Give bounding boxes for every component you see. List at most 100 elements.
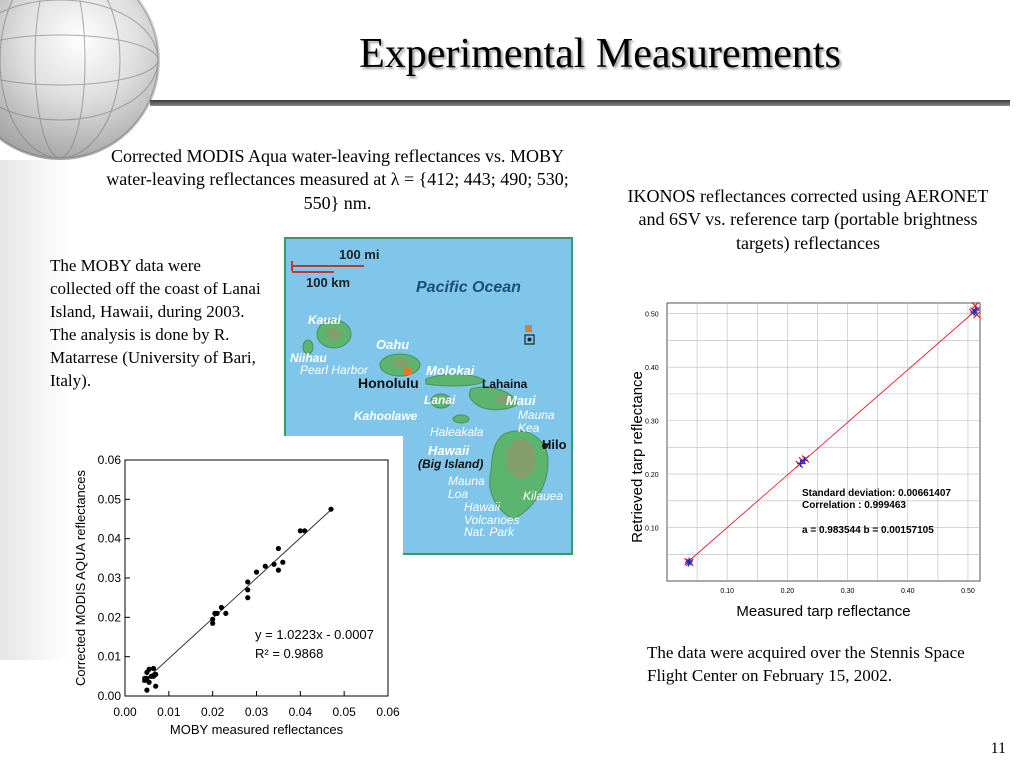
x-tick-label: 0.10 (720, 588, 734, 595)
ikonos-caption: IKONOS reflectances corrected using AERO… (627, 186, 989, 253)
y-tick-label: 0.02 (98, 610, 122, 624)
x-tick-label: 0.05 (332, 705, 356, 719)
map-label-oahu: Oahu (376, 337, 410, 352)
page-number: 11 (990, 740, 1006, 757)
data-point (146, 679, 152, 685)
data-point (245, 579, 251, 585)
data-point (153, 683, 159, 689)
map-label-lahaina: Lahaina (482, 377, 528, 391)
modis-moby-scatter: 0.00 0.01 0.02 0.03 0.04 0.05 0.06 0.00 0.01 0.02… (73, 453, 400, 737)
x-axis-label: MOBY measured reflectances (170, 722, 344, 737)
map-label-honolulu: Honolulu (358, 375, 419, 391)
fit-equation: y = 1.0223x - 0.0007 (255, 627, 374, 642)
data-point-plus (685, 557, 693, 565)
data-point-plus (797, 459, 805, 467)
map-label-kilauea: Kilauea (523, 489, 564, 503)
x-tick-label: 0.03 (245, 705, 269, 719)
hawaii-map-graphic (291, 261, 549, 520)
map-label-mauna-loa: Mauna Loa (448, 474, 485, 501)
y-tick-label: 0.04 (98, 532, 122, 546)
stennis-note: The data were acquired over the Stennis … (647, 643, 965, 685)
map-label-kahoolawe: Kahoolawe (354, 409, 418, 423)
data-point (142, 675, 148, 681)
title-rule (150, 100, 1010, 106)
map-label-mauna-kea: Mauna Kea (518, 408, 555, 435)
y-tick-label: 0.00 (98, 689, 122, 703)
y-tick-label: 0.03 (98, 571, 122, 585)
map-label-kauai: Kauai (308, 313, 341, 327)
modis-caption: Corrected MODIS Aqua water-leaving refle… (106, 146, 569, 213)
y-tick-label: 0.40 (645, 365, 659, 372)
data-point (275, 567, 282, 573)
data-point-x (801, 455, 810, 464)
map-label-ocean: Pacific Ocean (416, 279, 521, 296)
fit-line (142, 509, 332, 684)
data-point (262, 563, 268, 569)
y-tick-label: 0.30 (645, 419, 659, 426)
x-tick-label: 0.40 (901, 588, 915, 595)
stats-stddev: Standard deviation: 0.00661407 (802, 488, 951, 499)
y-tick-label: 0.01 (98, 650, 122, 664)
data-point (275, 545, 282, 552)
left-fade-decoration (0, 160, 70, 660)
map-label-volcanoes: Hawaii Volcanoes Nat. Park (464, 500, 520, 540)
data-point (150, 665, 157, 672)
fit-line (687, 306, 981, 563)
data-point-plus (970, 308, 978, 316)
map-label-molokai: Molokai (426, 363, 475, 378)
data-point (218, 604, 225, 611)
data-point (297, 528, 303, 534)
x-tick-label: 0.30 (841, 588, 855, 595)
x-axis-label: Measured tarp reflectance (736, 603, 910, 620)
data-point (328, 506, 334, 512)
y-axis-label: Corrected MODIS AQUA reflectances (73, 469, 88, 686)
data-point (245, 595, 251, 601)
map-label-pearl-harbor: Pearl Harbor (300, 363, 369, 377)
data-point (302, 528, 308, 534)
data-point (210, 616, 216, 622)
map-label-haleakala: Haleakala (430, 425, 484, 439)
moby-note-location: The MOBY data were collected off the coa… (50, 256, 261, 321)
slide-title: Experimental Measurements (359, 31, 841, 77)
ikonos-tarp-chart: 0.10 0.20 0.30 0.40 0.50 0.10 0.20 0.30 0.40 0.50… (622, 298, 1002, 628)
x-tick-label: 0.00 (113, 705, 137, 719)
y-tick-label: 0.10 (645, 526, 659, 533)
data-point (245, 587, 251, 593)
moby-note: The MOBY data were collected off the coa… (50, 255, 265, 393)
ikonos-tarp-scatter: 0.10 0.20 0.30 0.40 0.50 0.10 0.20 0.30 0.40 0.50… (629, 301, 981, 620)
x-tick-label: 0.50 (961, 588, 975, 595)
stats-correlation: Correlation : 0.999463 (802, 500, 906, 511)
y-tick-label: 0.05 (98, 492, 122, 506)
map-label-maui: Maui (506, 393, 536, 408)
globe-grid-icon (0, 0, 159, 159)
y-tick-label: 0.06 (98, 453, 122, 467)
map-label-hilo: Hilo (542, 437, 567, 452)
data-point (214, 610, 220, 616)
r-squared: R² = 0.9868 (255, 646, 323, 661)
x-tick-label: 0.04 (289, 705, 313, 719)
data-point (150, 673, 157, 679)
data-point (144, 687, 150, 693)
data-point (280, 559, 286, 565)
y-axis-label: Retrieved tarp reflectance (629, 371, 646, 543)
data-point (146, 666, 152, 672)
stats-coefficients: a = 0.983544 b = 0.00157105 (802, 525, 934, 536)
x-tick-label: 0.02 (201, 705, 225, 719)
x-tick-label: 0.01 (157, 705, 181, 719)
x-tick-label: 0.06 (376, 705, 400, 719)
data-point (253, 569, 260, 575)
x-tick-label: 0.20 (781, 588, 795, 595)
data-point-plus (800, 456, 808, 464)
data-point (223, 610, 229, 616)
data-point (210, 620, 216, 626)
y-tick-label: 0.50 (645, 312, 659, 319)
data-point (271, 561, 277, 567)
map-label-niihau: Niihau (290, 351, 327, 365)
map-scale-km: 100 km (306, 275, 351, 290)
map-scale-mi: 100 mi (339, 247, 380, 262)
y-tick-label: 0.20 (645, 472, 659, 479)
map-label-hawaii: Hawaii (428, 443, 470, 458)
moby-note-analysis: The analysis is done by R. Matarrese (Un… (50, 324, 256, 390)
map-label-big-island: (Big Island) (418, 457, 484, 471)
modis-moby-chart: 0.00 0.01 0.02 0.03 0.04 0.05 0.06 0.00 0.01 0.02… (73, 436, 403, 741)
